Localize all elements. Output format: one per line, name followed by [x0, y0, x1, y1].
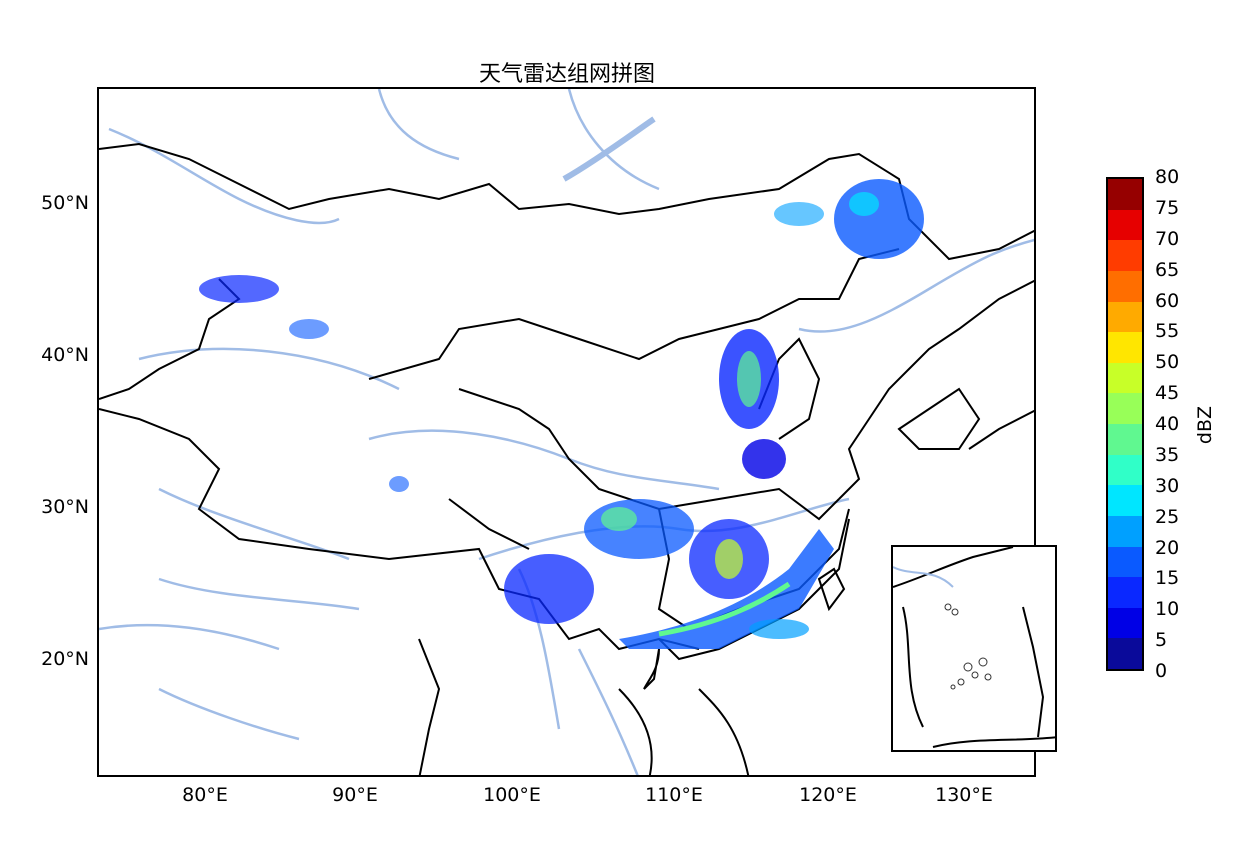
colorbar-tick: 75	[1155, 196, 1180, 219]
colorbar-tick: 0	[1155, 660, 1168, 682]
colorbar-segment	[1108, 607, 1142, 639]
map-title: 天气雷达组网拼图	[478, 62, 655, 87]
colorbar-segment	[1108, 424, 1142, 455]
radar-echoes	[199, 179, 924, 649]
x-tick: 110°E	[645, 784, 703, 806]
x-tick: 130°E	[935, 784, 993, 806]
map-layer	[99, 89, 1034, 775]
colorbar-segment	[1108, 301, 1142, 333]
colorbar-tick: 50	[1155, 351, 1180, 374]
colorbar-tick: 30	[1155, 474, 1180, 497]
colorbar	[1106, 177, 1144, 671]
borders	[99, 142, 1034, 775]
colorbar-label: dBZ	[1194, 405, 1217, 445]
colorbar-tick: 65	[1155, 258, 1180, 281]
colorbar-segment	[1108, 270, 1142, 302]
colorbar-tick: 45	[1155, 382, 1180, 405]
y-tick: 40°N	[41, 344, 89, 366]
colorbar-tick: 25	[1155, 505, 1180, 528]
colorbar-segment	[1108, 515, 1142, 547]
colorbar-segment	[1108, 546, 1142, 578]
colorbar-tick: 20	[1155, 536, 1180, 559]
y-tick: 20°N	[41, 648, 89, 670]
colorbar-tick: 40	[1155, 413, 1180, 435]
x-tick: 100°E	[483, 784, 541, 806]
colorbar-tick: 10	[1155, 598, 1180, 621]
colorbar-segment	[1108, 485, 1142, 516]
colorbar-tick: 15	[1155, 567, 1180, 590]
colorbar-segment	[1108, 638, 1142, 669]
colorbar-segment	[1108, 332, 1142, 363]
x-tick: 80°E	[182, 784, 228, 806]
colorbar-tick: 70	[1155, 227, 1180, 250]
colorbar-tick: 60	[1155, 289, 1180, 312]
colorbar-segment	[1108, 454, 1142, 486]
colorbar-segment	[1108, 209, 1142, 241]
colorbar-segment	[1108, 240, 1142, 271]
radar-map	[97, 87, 1036, 777]
south-china-sea-inset	[891, 545, 1057, 752]
colorbar-tick: 35	[1155, 443, 1180, 466]
colorbar-segment	[1108, 393, 1142, 424]
lake-baikal	[562, 116, 656, 182]
x-tick: 90°E	[332, 784, 378, 806]
y-tick: 30°N	[41, 496, 89, 518]
colorbar-tick: 5	[1155, 629, 1168, 652]
colorbar-segment	[1108, 577, 1142, 608]
colorbar-tick: 55	[1155, 320, 1180, 343]
colorbar-tick: 80	[1155, 166, 1180, 188]
y-tick: 50°N	[41, 192, 89, 214]
x-tick: 120°E	[799, 784, 857, 806]
colorbar-segment	[1108, 362, 1142, 394]
colorbar-segment	[1108, 179, 1142, 210]
